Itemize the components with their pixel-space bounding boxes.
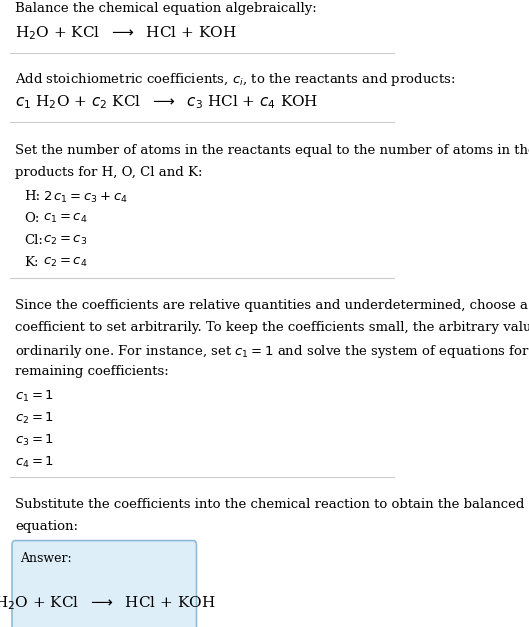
Text: remaining coefficients:: remaining coefficients: (15, 365, 169, 377)
Text: coefficient to set arbitrarily. To keep the coefficients small, the arbitrary va: coefficient to set arbitrarily. To keep … (15, 320, 529, 334)
Text: equation:: equation: (15, 520, 78, 533)
Text: Add stoichiometric coefficients, $c_i$, to the reactants and products:: Add stoichiometric coefficients, $c_i$, … (15, 71, 455, 88)
Text: O:: O: (24, 212, 39, 224)
Text: Cl:: Cl: (24, 234, 43, 246)
Text: H:: H: (24, 189, 40, 203)
Text: Balance the chemical equation algebraically:: Balance the chemical equation algebraica… (15, 2, 317, 15)
Text: $c_1 = 1$: $c_1 = 1$ (15, 389, 54, 404)
Text: $c_4 = 1$: $c_4 = 1$ (15, 455, 54, 470)
Text: products for H, O, Cl and K:: products for H, O, Cl and K: (15, 166, 203, 179)
Text: H$_2$O + KCl  $\longrightarrow$  HCl + KOH: H$_2$O + KCl $\longrightarrow$ HCl + KOH (15, 24, 236, 41)
Text: $c_3 = 1$: $c_3 = 1$ (15, 433, 54, 448)
Text: Answer:: Answer: (20, 552, 71, 566)
Text: $c_2 = c_3$: $c_2 = c_3$ (43, 234, 87, 247)
FancyBboxPatch shape (12, 540, 196, 627)
Text: Substitute the coefficients into the chemical reaction to obtain the balanced: Substitute the coefficients into the che… (15, 498, 524, 511)
Text: $c_1 = c_4$: $c_1 = c_4$ (43, 212, 87, 224)
Text: $2\,c_1 = c_3 + c_4$: $2\,c_1 = c_3 + c_4$ (43, 189, 128, 204)
Text: $c_2 = c_4$: $c_2 = c_4$ (43, 256, 87, 269)
Text: Set the number of atoms in the reactants equal to the number of atoms in the: Set the number of atoms in the reactants… (15, 144, 529, 157)
Text: H$_2$O + KCl  $\longrightarrow$  HCl + KOH: H$_2$O + KCl $\longrightarrow$ HCl + KOH (0, 594, 215, 612)
Text: $c_2 = 1$: $c_2 = 1$ (15, 411, 54, 426)
Text: K:: K: (24, 256, 39, 269)
Text: Since the coefficients are relative quantities and underdetermined, choose a: Since the coefficients are relative quan… (15, 298, 528, 312)
Text: $c_1$ H$_2$O + $c_2$ KCl  $\longrightarrow$  $c_3$ HCl + $c_4$ KOH: $c_1$ H$_2$O + $c_2$ KCl $\longrightarro… (15, 93, 318, 111)
Text: ordinarily one. For instance, set $c_1 = 1$ and solve the system of equations fo: ordinarily one. For instance, set $c_1 =… (15, 342, 529, 360)
